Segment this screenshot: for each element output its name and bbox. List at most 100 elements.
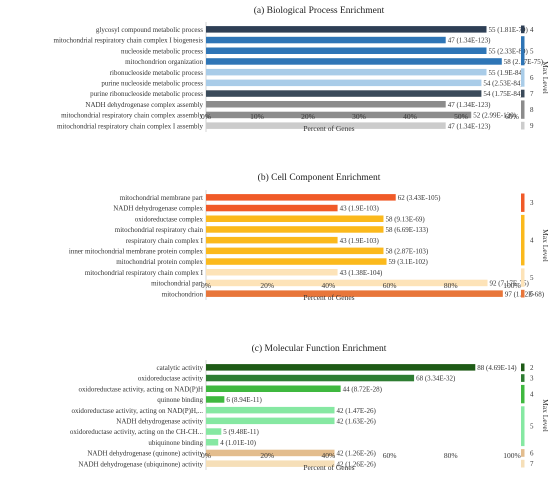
legend-level-label: 7	[530, 460, 534, 468]
value-label: 58 (2.87E-103)	[385, 247, 428, 255]
legend-level-label: 6	[530, 449, 534, 457]
value-label: 4 (1.01E-10)	[220, 439, 256, 447]
value-label: 52 (2.99E-120)	[473, 112, 516, 120]
category-label: NADH dehydrogenase activity	[116, 417, 203, 425]
value-label: 42 (1.47E-26)	[337, 407, 377, 415]
legend-level-swatch	[521, 36, 525, 66]
bar	[206, 90, 482, 97]
category-label: mitochondrial protein complex	[116, 258, 203, 266]
category-label: quinone binding	[157, 396, 203, 404]
legend-title: Max Level	[541, 61, 550, 94]
category-label: glycosyl compound metabolic process	[96, 26, 203, 34]
legend-level-swatch	[521, 268, 525, 287]
value-label: 62 (3.43E-105)	[398, 194, 441, 202]
legend-level-label: 5	[530, 423, 534, 431]
value-label: 59 (3.1E-102)	[389, 258, 429, 266]
category-label: mitochondrion organization	[125, 58, 203, 66]
legend-level-swatch	[521, 100, 525, 119]
x-tick-label: 100%	[503, 281, 521, 290]
category-label: NADH dehydrogenase (ubiquinone) activity	[78, 460, 203, 468]
value-label: 55 (2.33E-80)	[489, 47, 529, 55]
x-tick-label: 20%	[260, 281, 274, 290]
bar	[206, 374, 415, 382]
bar	[206, 226, 384, 233]
legend-level-swatch	[521, 89, 525, 98]
legend-level-swatch	[521, 193, 525, 212]
x-axis-label: Percent of Genes	[303, 293, 354, 302]
legend-level-swatch	[521, 363, 525, 372]
legend-level-label: 6	[530, 290, 534, 298]
legend-level-swatch	[521, 406, 525, 447]
category-label: nucleoside metabolic process	[121, 47, 203, 55]
bar	[206, 290, 503, 297]
legend-level-label: 8	[530, 106, 534, 114]
bar	[206, 364, 476, 371]
value-label: 47 (1.34E-123)	[448, 37, 491, 45]
category-label: catalytic activity	[157, 364, 204, 372]
x-tick-label: 0%	[201, 112, 211, 121]
bar	[206, 58, 502, 65]
category-label: ubiquinone binding	[148, 439, 203, 447]
bar	[206, 449, 335, 457]
bar	[206, 36, 446, 44]
category-label: purine ribonucleoside metabolic process	[90, 90, 203, 98]
value-label: 54 (2.53E-84)	[483, 79, 523, 87]
value-label: 42 (1.63E-26)	[337, 417, 377, 425]
x-tick-label: 80%	[444, 281, 458, 290]
category-label: inner mitochondrial membrane protein com…	[69, 247, 204, 255]
bar	[206, 79, 482, 87]
bar	[206, 236, 338, 244]
value-label: 92 (7.17E-75)	[490, 280, 530, 288]
legend-level-label: 3	[530, 199, 534, 207]
legend-level-swatch	[521, 384, 525, 404]
x-tick-label: 60%	[383, 281, 397, 290]
value-label: 5 (9.48E-11)	[223, 428, 259, 436]
bar	[206, 122, 446, 129]
category-label: mitochondrial respiratory chain complex …	[61, 112, 203, 120]
value-label: 47 (1.34E-123)	[448, 122, 491, 130]
legend-level-label: 4	[530, 26, 534, 34]
value-label: 88 (4.69E-14)	[477, 364, 517, 372]
legend-level-label: 4	[530, 237, 534, 245]
category-label: mitochondrial respiratory chain complex …	[85, 269, 204, 277]
category-label: NADH dehydrogenase complex	[113, 205, 203, 213]
category-label: mitochondrial part	[151, 280, 203, 288]
value-label: 58 (9.13E-69)	[385, 215, 425, 223]
category-label: ribonucleoside metabolic process	[110, 69, 204, 77]
value-label: 58 (6.69E-133)	[385, 226, 428, 234]
bar	[206, 47, 487, 54]
legend-level-label: 2	[530, 364, 534, 372]
x-tick-label: 20%	[260, 451, 274, 460]
x-tick-label: 50%	[454, 112, 468, 121]
x-tick-label: 40%	[322, 281, 336, 290]
bar	[206, 460, 335, 467]
category-label: NADH dehydrogenase complex assembly	[85, 101, 203, 109]
bar	[206, 406, 335, 414]
x-tick-label: 80%	[444, 451, 458, 460]
category-label: mitochondrion	[162, 290, 204, 298]
legend-level-swatch	[521, 289, 525, 298]
legend-level-label: 7	[530, 90, 534, 98]
x-tick-label: 40%	[322, 451, 336, 460]
bar	[206, 439, 219, 446]
panel-title: (c) Molecular Function Enrichment	[252, 343, 387, 354]
legend-level-label: 5	[530, 47, 534, 55]
legend-level-label: 9	[530, 122, 534, 130]
bar	[206, 194, 396, 201]
category-label: purine nucleoside metabolic process	[101, 79, 203, 87]
x-tick-label: 40%	[403, 112, 417, 121]
value-label: 55 (1.81E-79)	[489, 26, 529, 34]
legend-level-swatch	[521, 121, 525, 130]
bar	[206, 111, 472, 119]
x-tick-label: 0%	[201, 281, 211, 290]
category-label: mitochondrial respiratory chain	[115, 226, 204, 234]
category-label: respiratory chain complex I	[126, 237, 204, 245]
bar	[206, 417, 335, 425]
legend-level-swatch	[521, 449, 525, 457]
x-axis-label: Percent of Genes	[303, 124, 354, 133]
value-label: 43 (1.38E-104)	[340, 269, 383, 277]
value-label: 42 (1.26E-26)	[337, 460, 377, 468]
bar	[206, 247, 384, 255]
x-tick-label: 20%	[301, 112, 315, 121]
